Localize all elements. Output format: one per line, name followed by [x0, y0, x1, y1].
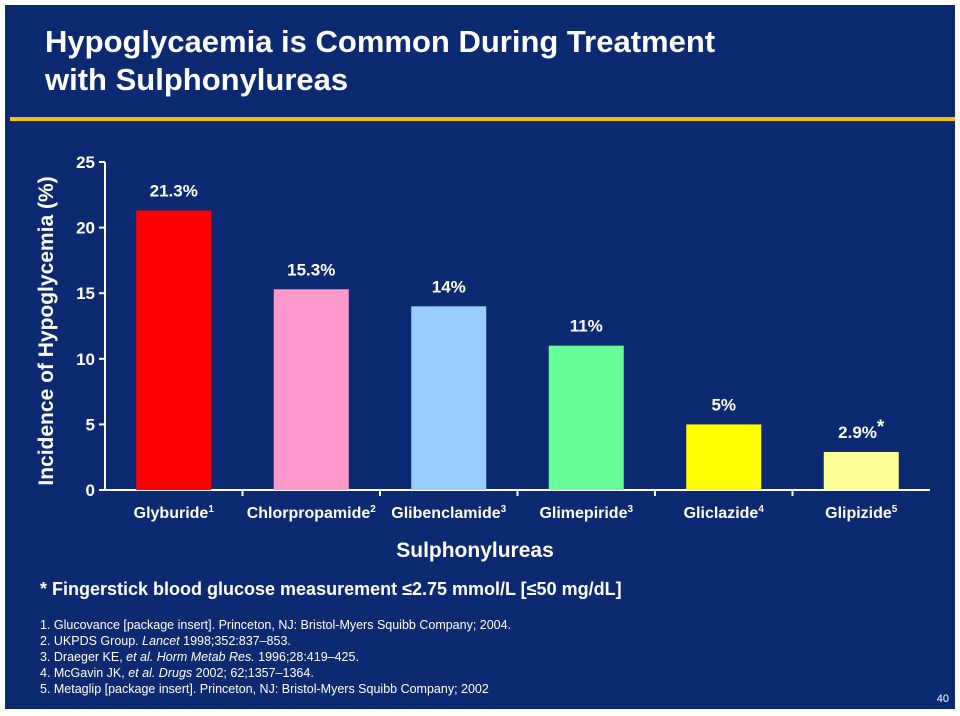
reference-superscript: 4 [758, 504, 764, 515]
slide-title: Hypoglycaemia is Common During Treatment… [45, 23, 905, 99]
reference-item: 3. Draeger KE, et al. Horm Metab Res. 19… [40, 650, 359, 664]
y-tick-label: 0 [86, 481, 95, 500]
reference-superscript: 5 [892, 504, 898, 515]
reference-journal: Lancet [142, 634, 180, 648]
data-label: 5% [711, 395, 736, 414]
reference-journal: et al. Horm Metab Res. [126, 650, 255, 664]
y-axis-label: Incidence of Hypoglycemia (%) [35, 176, 58, 485]
reference-superscript: 3 [501, 504, 507, 515]
asterisk-mark: * [877, 417, 885, 438]
category-label: Glimepiride3 [539, 504, 633, 522]
bar [686, 424, 762, 490]
reference-superscript: 3 [627, 504, 633, 515]
footnote: * Fingerstick blood glucose measurement … [40, 579, 622, 599]
y-tick-label: 25 [76, 153, 95, 172]
title-line-2: with Sulphonylureas [45, 62, 349, 97]
page-number: 40 [936, 693, 949, 705]
reference-superscript: 1 [208, 504, 214, 515]
category-label: Chlorpropamide2 [247, 504, 377, 522]
y-tick-label: 5 [86, 415, 95, 434]
bar [273, 289, 349, 490]
data-label: 11% [570, 317, 603, 336]
reference-item: 1. Glucovance [package insert]. Princeto… [40, 618, 512, 632]
data-label: 2.9%* [838, 417, 885, 442]
bar [823, 451, 899, 490]
references-list: 1. Glucovance [package insert]. Princeto… [40, 617, 511, 697]
slide: Hypoglycaemia is Common During Treatment… [5, 5, 955, 709]
reference-item: 4. McGavin JK, et al. Drugs 2002; 62;135… [40, 666, 314, 680]
y-tick-label: 15 [76, 284, 95, 303]
reference-item: 2. UKPDS Group. Lancet 1998;352:837–853. [40, 634, 291, 648]
reference-journal: et al. Drugs [128, 666, 193, 680]
data-label: 14% [432, 277, 466, 296]
bar [136, 210, 212, 490]
data-label: 15.3% [287, 260, 335, 279]
category-label: Glyburide1 [134, 504, 215, 522]
y-tick-label: 10 [76, 350, 95, 369]
title-line-1: Hypoglycaemia is Common During Treatment [45, 24, 716, 59]
title-divider [10, 117, 955, 121]
category-label: Glibenclamide3 [391, 504, 506, 522]
category-label: Glipizide5 [825, 504, 898, 522]
reference-item: 5. Metaglip [package insert]. Princeton,… [40, 682, 489, 696]
data-label: 21.3% [150, 182, 198, 201]
category-label: Gliclazide4 [684, 504, 765, 522]
x-axis-label: Sulphonylureas [396, 539, 554, 562]
y-tick-label: 20 [76, 219, 95, 238]
bar [411, 306, 487, 490]
bar [548, 345, 624, 490]
reference-superscript: 2 [370, 504, 376, 515]
